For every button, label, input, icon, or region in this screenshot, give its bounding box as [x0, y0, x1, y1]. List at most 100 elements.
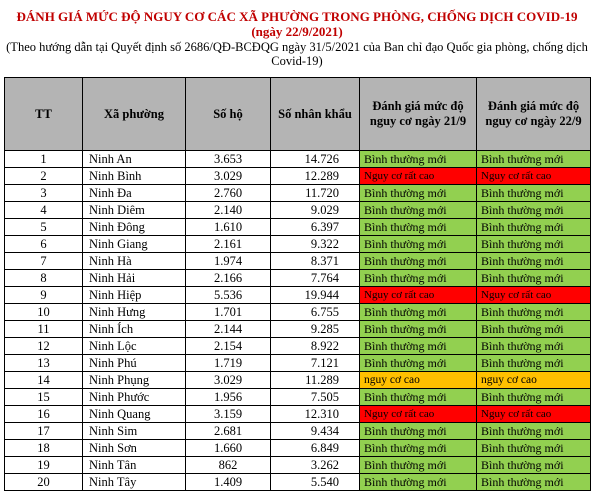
risk-21-9-cell: Bình thường mới — [359, 303, 477, 321]
column-header-population: Số nhân khẩu — [270, 77, 360, 151]
document-note: (Theo hướng dẫn tại Quyết định số 2686/Q… — [6, 40, 588, 68]
ward-name-cell: Ninh Hải — [82, 269, 186, 287]
risk-22-9-cell: Bình thường mới — [476, 388, 591, 406]
risk-22-9-cell: nguy cơ cao — [476, 371, 591, 389]
risk-22-9-cell: Bình thường mới — [476, 456, 591, 474]
households-cell: 3.029 — [185, 167, 271, 185]
risk-21-9-cell: Nguy cơ rất cao — [359, 405, 477, 423]
table-row: 18 Ninh Sơn 1.660 6.849 Bình thường mới Bình … — [4, 439, 591, 457]
table-row: 20 Ninh Tây 1.409 5.540 Bình thường mới Bình … — [4, 473, 591, 491]
risk-21-9-cell: Bình thường mới — [359, 388, 477, 406]
households-cell: 2.154 — [185, 337, 271, 355]
households-cell: 3.159 — [185, 405, 271, 423]
population-cell: 7.121 — [270, 354, 360, 372]
households-cell: 862 — [185, 456, 271, 474]
risk-21-9-cell: Bình thường mới — [359, 201, 477, 219]
row-number-cell: 12 — [4, 337, 83, 355]
row-number-cell: 20 — [4, 473, 83, 491]
ward-name-cell: Ninh Phước — [82, 388, 186, 406]
row-number-cell: 18 — [4, 439, 83, 457]
risk-22-9-cell: Bình thường mới — [476, 422, 591, 440]
risk-21-9-cell: Bình thường mới — [359, 337, 477, 355]
population-cell: 12.289 — [270, 167, 360, 185]
table-row: 12 Ninh Lộc 2.154 8.922 Bình thường mới Bình … — [4, 337, 591, 355]
ward-name-cell: Ninh Sơn — [82, 439, 186, 457]
row-number-cell: 7 — [4, 252, 83, 270]
population-cell: 9.285 — [270, 320, 360, 338]
risk-21-9-cell: Bình thường mới — [359, 184, 477, 202]
table-row: 11 Ninh Ích 2.144 9.285 Bình thường mới Bình … — [4, 320, 591, 338]
households-cell: 2.166 — [185, 269, 271, 287]
ward-name-cell: Ninh Đông — [82, 218, 186, 236]
column-header-risk-22-9: Đánh giá mức độ nguy cơ ngày 22/9 — [476, 77, 591, 151]
households-cell: 2.140 — [185, 201, 271, 219]
table-header-row: TT Xã phường Số hộ Số nhân khẩu Đánh giá… — [4, 77, 591, 151]
population-cell: 6.397 — [270, 218, 360, 236]
row-number-cell: 2 — [4, 167, 83, 185]
ward-name-cell: Ninh Đa — [82, 184, 186, 202]
households-cell: 2.161 — [185, 235, 271, 253]
table-row: 4 Ninh Diêm 2.140 9.029 Bình thường mới Bình … — [4, 201, 591, 219]
ward-name-cell: Ninh An — [82, 150, 186, 168]
households-cell: 1.956 — [185, 388, 271, 406]
population-cell: 12.310 — [270, 405, 360, 423]
risk-22-9-cell: Nguy cơ rất cao — [476, 405, 591, 423]
risk-22-9-cell: Bình thường mới — [476, 150, 591, 168]
ward-name-cell: Ninh Diêm — [82, 201, 186, 219]
households-cell: 1.719 — [185, 354, 271, 372]
ward-name-cell: Ninh Hưng — [82, 303, 186, 321]
risk-22-9-cell: Bình thường mới — [476, 201, 591, 219]
population-cell: 3.262 — [270, 456, 360, 474]
row-number-cell: 15 — [4, 388, 83, 406]
risk-21-9-cell: Bình thường mới — [359, 235, 477, 253]
ward-name-cell: Ninh Quang — [82, 405, 186, 423]
population-cell: 8.922 — [270, 337, 360, 355]
table-row: 1 Ninh An 3.653 14.726 Bình thường mới Bình t… — [4, 150, 591, 168]
population-cell: 7.764 — [270, 269, 360, 287]
risk-21-9-cell: Bình thường mới — [359, 150, 477, 168]
row-number-cell: 5 — [4, 218, 83, 236]
ward-name-cell: Ninh Lộc — [82, 337, 186, 355]
risk-21-9-cell: Bình thường mới — [359, 456, 477, 474]
column-header-households: Số hộ — [185, 77, 271, 151]
table-row: 15 Ninh Phước 1.956 7.505 Bình thường mới Bìn… — [4, 388, 591, 406]
table-row: 6 Ninh Giang 2.161 9.322 Bình thường mới Bình… — [4, 235, 591, 253]
risk-21-9-cell: Nguy cơ rất cao — [359, 167, 477, 185]
households-cell: 1.409 — [185, 473, 271, 491]
households-cell: 5.536 — [185, 286, 271, 304]
ward-name-cell: Ninh Bình — [82, 167, 186, 185]
row-number-cell: 11 — [4, 320, 83, 338]
population-cell: 8.371 — [270, 252, 360, 270]
row-number-cell: 16 — [4, 405, 83, 423]
risk-21-9-cell: Bình thường mới — [359, 439, 477, 457]
ward-name-cell: Ninh Hà — [82, 252, 186, 270]
risk-22-9-cell: Nguy cơ rất cao — [476, 286, 591, 304]
row-number-cell: 9 — [4, 286, 83, 304]
risk-22-9-cell: Bình thường mới — [476, 337, 591, 355]
risk-21-9-cell: Bình thường mới — [359, 252, 477, 270]
ward-name-cell: Ninh Phụng — [82, 371, 186, 389]
risk-22-9-cell: Bình thường mới — [476, 354, 591, 372]
table-row: 9 Ninh Hiệp 5.536 19.944 Nguy cơ rất cao Nguy… — [4, 286, 591, 304]
population-cell: 9.434 — [270, 422, 360, 440]
row-number-cell: 3 — [4, 184, 83, 202]
households-cell: 2.144 — [185, 320, 271, 338]
ward-name-cell: Ninh Ích — [82, 320, 186, 338]
risk-22-9-cell: Bình thường mới — [476, 303, 591, 321]
households-cell: 1.701 — [185, 303, 271, 321]
risk-22-9-cell: Bình thường mới — [476, 252, 591, 270]
risk-table: TT Xã phường Số hộ Số nhân khẩu Đánh giá… — [4, 77, 591, 491]
ward-name-cell: Ninh Hiệp — [82, 286, 186, 304]
population-cell: 14.726 — [270, 150, 360, 168]
risk-21-9-cell: nguy cơ cao — [359, 371, 477, 389]
table-row: 19 Ninh Tân 862 3.262 Bình thường mới Bình th… — [4, 456, 591, 474]
population-cell: 7.505 — [270, 388, 360, 406]
population-cell: 11.289 — [270, 371, 360, 389]
households-cell: 3.653 — [185, 150, 271, 168]
table-row: 13 Ninh Phú 1.719 7.121 Bình thường mới Bình … — [4, 354, 591, 372]
table-row: 5 Ninh Đông 1.610 6.397 Bình thường mới Bình … — [4, 218, 591, 236]
risk-21-9-cell: Nguy cơ rất cao — [359, 286, 477, 304]
row-number-cell: 13 — [4, 354, 83, 372]
households-cell: 3.029 — [185, 371, 271, 389]
